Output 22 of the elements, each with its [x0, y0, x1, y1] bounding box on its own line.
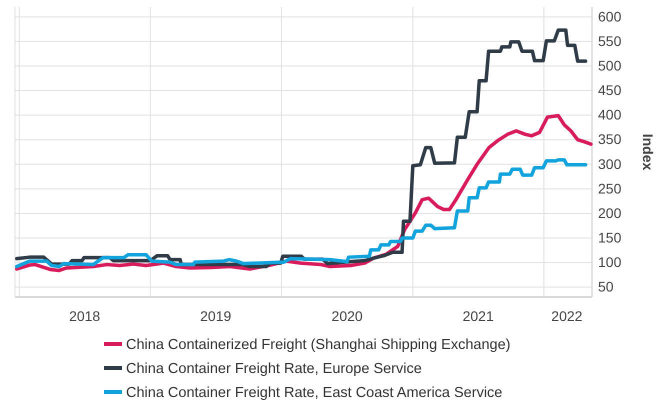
y-tick-label: 450	[598, 82, 622, 98]
y-tick-label: 350	[598, 131, 622, 148]
y-tick-label: 200	[598, 204, 622, 221]
x-tick-label: 2018	[69, 308, 100, 324]
legend-label: China Container Freight Rate, East Coast America Service	[126, 385, 502, 401]
y-tick-label: 50	[598, 278, 614, 295]
y-axis-title: Index	[640, 134, 656, 170]
y-tick-label: 100	[598, 254, 622, 270]
legend-label: China Container Freight Rate, Europe Service	[126, 361, 422, 377]
y-tick-label: 500	[598, 57, 622, 74]
x-tick-label: 2022	[551, 308, 583, 324]
y-tick-label: 150	[598, 229, 622, 246]
y-tick-label: 250	[598, 180, 622, 196]
legend-label: China Containerized Freight (Shanghai Shipping Exchange)	[126, 337, 510, 353]
x-tick-label: 2019	[200, 308, 232, 324]
line-series	[15, 158, 588, 268]
y-tick-label: 300	[598, 156, 622, 172]
x-tick-label: 2021	[462, 308, 494, 324]
y-tick-label: 600	[598, 8, 622, 24]
x-tick-label: 2020	[332, 308, 363, 324]
y-tick-label: 550	[598, 32, 622, 49]
y-tick-label: 400	[598, 106, 622, 123]
